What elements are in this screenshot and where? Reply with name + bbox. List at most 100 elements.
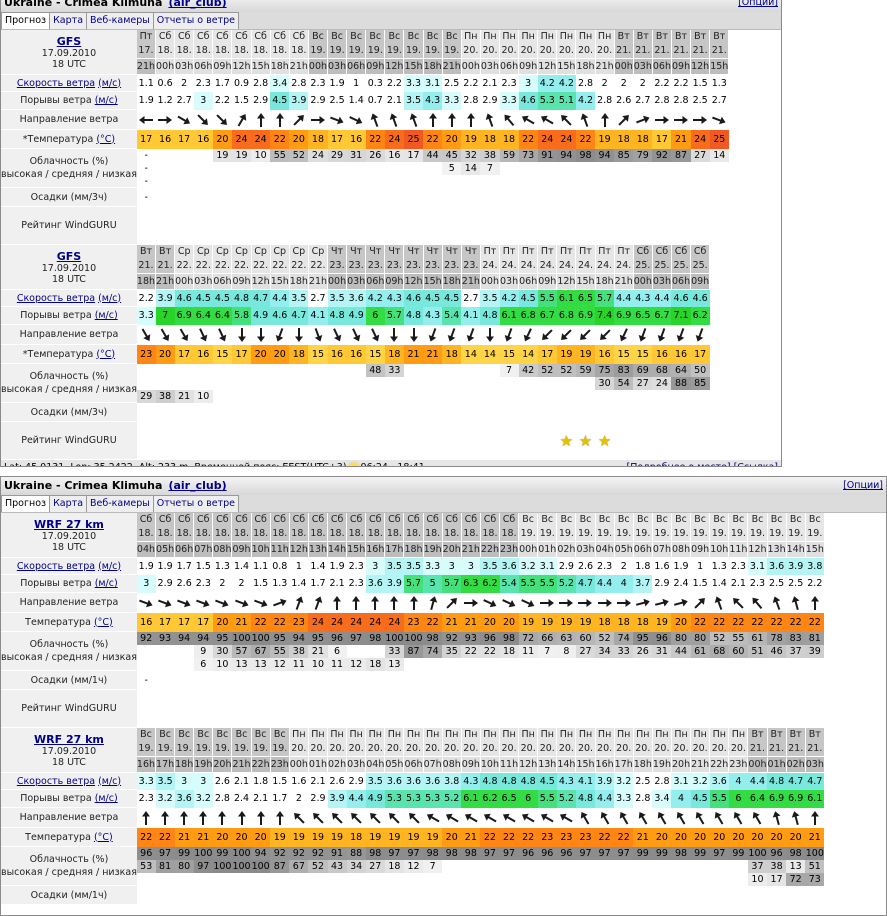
wind-speed-link[interactable]: Скорость ветра	[16, 292, 96, 304]
wind-unit-link[interactable]: (м/с)	[98, 77, 122, 89]
hour-cell: 22h	[709, 756, 730, 773]
day-cell: Вс	[423, 30, 443, 44]
tab-forecast[interactable]: Прогноз	[1, 495, 51, 512]
spot-details-link[interactable]: [Подробнее о месте]	[627, 462, 731, 466]
gust-unit-link[interactable]: (м/с)	[94, 793, 118, 804]
cloud-cell	[519, 175, 538, 188]
rating-cell	[213, 422, 232, 460]
temp-unit-link[interactable]: (°C)	[96, 133, 116, 145]
hour-cell: 03h	[327, 58, 348, 75]
wind-speed-link[interactable]: Скорость ветра	[16, 77, 96, 89]
model-link[interactable]: WRF 27 km	[34, 517, 104, 531]
tab-webcams[interactable]: Веб-камеры	[86, 12, 154, 29]
cloud-cell	[652, 873, 671, 886]
temperature-cell: 20	[270, 344, 290, 364]
cloud-cell: 6	[193, 657, 213, 671]
options-link[interactable]: [Опции]	[738, 0, 778, 8]
gust-unit-link[interactable]: (м/с)	[94, 95, 118, 106]
rating-cell	[270, 422, 289, 460]
gust-unit-link[interactable]: (м/с)	[94, 578, 118, 589]
cloud-cell: 94	[174, 631, 194, 645]
precipitation-cell	[500, 886, 519, 905]
permalink-link[interactable]: [Ссылка]	[734, 462, 778, 466]
cloud-cell	[366, 162, 385, 175]
date-cell: 19.	[671, 527, 692, 542]
model-link[interactable]: WRF 27 km	[34, 732, 104, 746]
day-cell: Пн	[480, 30, 501, 44]
wind-unit-link[interactable]: (м/с)	[98, 775, 122, 787]
hour-cell: 03h	[575, 541, 596, 558]
precipitation-cell	[347, 188, 366, 207]
model-link[interactable]: GFS	[56, 34, 82, 48]
spot-title: Ukraine - Crimea Klimuha	[4, 0, 163, 9]
club-link-label[interactable]: air_club	[173, 0, 222, 9]
wind-direction-arrow-icon	[733, 597, 745, 609]
temperature-cell: 22	[786, 612, 806, 632]
wind-speed-cell: 1	[353, 77, 360, 89]
wind-direction-cell	[671, 808, 690, 828]
precipitation-cell	[404, 671, 423, 690]
temperature-row: *Температура (°C) 17 16 17 16 20 24 24 22 20 18 17 1…	[1, 129, 729, 149]
precipitation-cell	[538, 403, 557, 422]
cloud-label: Облачность (%) высокая / средняя / низкая	[1, 148, 137, 188]
gust-unit-link[interactable]: (м/с)	[94, 310, 118, 321]
rating-cell	[480, 690, 499, 728]
wind-speed-cell: 4.8	[518, 772, 538, 790]
temperature-cell: 22	[423, 612, 443, 632]
club-link-label[interactable]: air_club	[173, 479, 222, 492]
wind-direction-cell	[328, 325, 347, 345]
temp-unit-link[interactable]: (°C)	[93, 831, 113, 843]
wind-speed-cell: 4.2	[556, 74, 576, 92]
tab-map[interactable]: Карта	[49, 12, 88, 29]
cloud-cell: 52	[289, 148, 309, 162]
tab-map[interactable]: Карта	[49, 495, 88, 512]
rating-cell	[308, 690, 327, 728]
wind-direction-arrow-icon	[333, 327, 342, 341]
precipitation-cell	[251, 403, 270, 422]
wind-direction-arrow-icon	[139, 115, 154, 124]
cloud-cell	[156, 175, 175, 188]
precipitation-cell	[652, 886, 671, 905]
tab-forecast[interactable]: Прогноз	[1, 12, 51, 29]
wind-direction-cell	[175, 325, 194, 345]
tab-wind-reports[interactable]: Отчеты о ветре	[152, 495, 239, 512]
wind-speed-link[interactable]: Скорость ветра	[16, 560, 96, 572]
spot-title-bar: Ukraine - Crimea Klimuha (air_club) [Опции…	[1, 477, 886, 495]
wind-direction-arrow-icon	[772, 595, 780, 610]
cloud-cell: 7	[480, 161, 500, 175]
precipitation-label: Осадки (мм/3ч)	[1, 187, 137, 207]
temp-unit-link[interactable]: (°C)	[96, 348, 116, 360]
wind-direction-cell	[461, 593, 480, 613]
wind-unit-link[interactable]: (м/с)	[98, 292, 122, 304]
options-link[interactable]: [Опции]	[843, 480, 883, 491]
wind-direction-arrow-icon	[275, 327, 284, 342]
tab-wind-reports[interactable]: Отчеты о ветре	[152, 12, 239, 29]
wind-speed-cell: 4.5	[537, 772, 557, 790]
rating-cell	[614, 690, 633, 728]
wind-direction-row: Направление ветра	[1, 592, 824, 613]
precipitation-cell	[538, 671, 557, 690]
cloud-cell	[710, 860, 729, 873]
date-cell: 18.	[346, 527, 367, 542]
wind-gust-cell: 5	[423, 574, 443, 593]
temperature-cell: 20	[728, 827, 748, 847]
cloud-label-text: Облачность (%)	[29, 854, 109, 865]
wind-gust-cell: 6.7	[652, 306, 672, 325]
wind-speed-cell: 3.8	[805, 557, 825, 575]
model-link[interactable]: GFS	[56, 249, 82, 263]
hour-cell: 20h	[442, 541, 462, 558]
cloud-cell: 37	[747, 859, 768, 873]
club-link[interactable]: (air_club)	[168, 0, 226, 9]
wind-speed-link[interactable]: Скорость ветра	[16, 775, 96, 787]
wind-direction-cell	[270, 325, 289, 345]
wind-unit-link[interactable]: (м/с)	[98, 560, 122, 572]
wind-gust-cell: 6.8	[518, 306, 538, 325]
day-cell: Вт	[633, 30, 653, 44]
club-link[interactable]: (air_club)	[168, 479, 227, 492]
cloud-cell: 68	[652, 363, 672, 377]
wind-direction-arrow-icon	[635, 598, 650, 606]
wind-speed-cell: 2.8	[291, 77, 307, 89]
rating-cell	[232, 422, 251, 460]
tab-webcams[interactable]: Веб-камеры	[86, 495, 154, 512]
temp-unit-link[interactable]: (°C)	[93, 616, 113, 628]
